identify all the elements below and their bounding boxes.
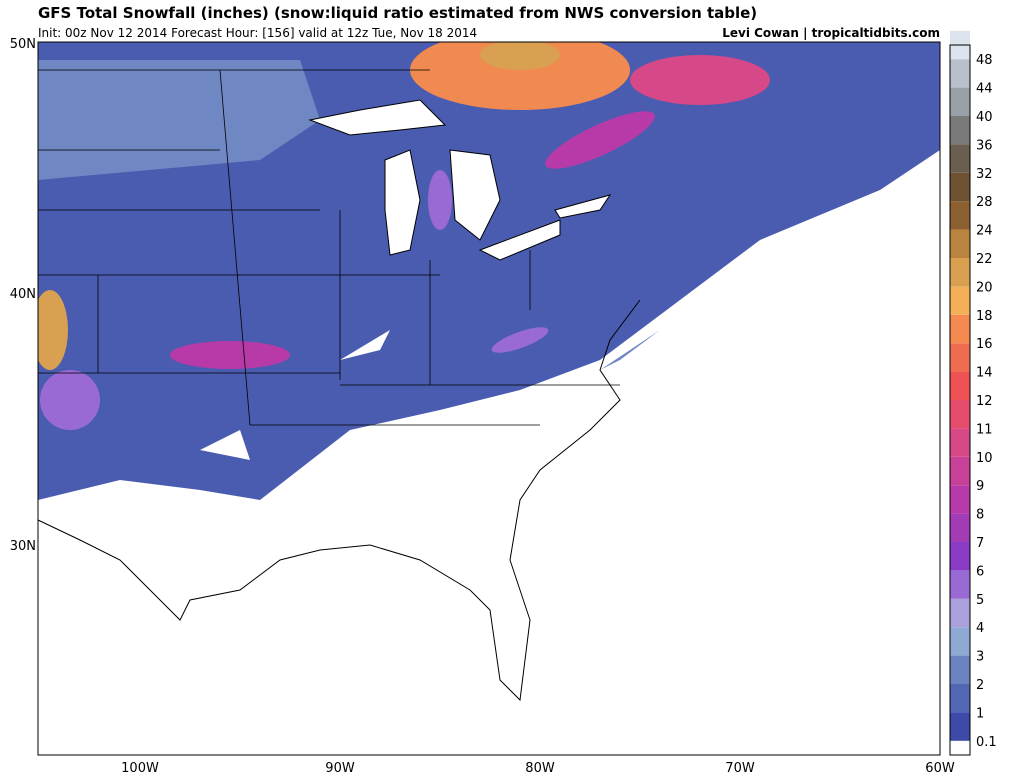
colorbar-cell [950, 684, 970, 713]
colorbar-cell [950, 258, 970, 287]
colorbar-label: 12 [976, 394, 993, 409]
axis-labels: 50N 40N 30N 100W 90W 80W 70W 60W [10, 37, 955, 776]
colorbar-cell [950, 87, 970, 116]
colorbar-label: 11 [976, 422, 993, 437]
colorbar-cell [950, 513, 970, 542]
map-frame [37, 41, 941, 756]
colorbar-label: 40 [976, 110, 993, 125]
colorbar-frame [949, 44, 971, 756]
colorbar-cell [950, 456, 970, 486]
colorbar-label: 10 [976, 451, 993, 466]
colorbar-label: 8 [976, 508, 984, 523]
colorbar-label: 3 [976, 650, 984, 665]
colorbar-label: 28 [976, 195, 993, 210]
colorbar-label: 16 [976, 337, 993, 352]
colorbar-label: 48 [976, 53, 993, 68]
colorbar-label: 1 [976, 706, 984, 721]
lat-label: 50N [10, 37, 36, 52]
lon-label: 70W [725, 761, 755, 776]
colorbar: 0.11234567891011121416182022242832364044… [949, 30, 997, 756]
colorbar-cell [950, 485, 970, 514]
lakes [308, 99, 612, 261]
colorbar-cell [950, 201, 970, 230]
colorbar-cell [950, 570, 970, 599]
borders [38, 69, 620, 426]
map [37, 41, 941, 756]
lon-label: 80W [525, 761, 555, 776]
colorbar-label: 18 [976, 309, 993, 324]
colorbar-label: 4 [976, 621, 984, 636]
coastline [37, 299, 641, 702]
colorbar-cell [950, 286, 970, 315]
colorbar-cell [950, 314, 970, 344]
colorbar-cell [950, 542, 970, 571]
colorbar-cell [950, 172, 970, 202]
colorbar-cell [950, 627, 970, 656]
colorbar-label: 2 [976, 678, 984, 693]
colorbar-cell [950, 229, 970, 258]
colorbar-cell [950, 343, 970, 372]
lat-label: 40N [10, 287, 36, 302]
colorbar-cell [950, 655, 970, 684]
colorbar-label: 36 [976, 138, 993, 153]
colorbar-label: 24 [976, 224, 993, 239]
colorbar-label: 14 [976, 366, 993, 381]
colorbar-cell [950, 116, 970, 145]
subtitle: Init: 00z Nov 12 2014 Forecast Hour: [15… [38, 26, 477, 40]
colorbar-label: 7 [976, 536, 984, 551]
colorbar-below [950, 740, 970, 755]
colorbar-cell [950, 712, 970, 741]
colorbar-label: 44 [976, 82, 993, 97]
colorbar-cell [950, 144, 970, 173]
title: GFS Total Snowfall (inches) (snow:liquid… [38, 4, 757, 22]
colorbar-cell [950, 428, 970, 457]
colorbar-label: 9 [976, 479, 984, 494]
colorbar-label: 0.1 [976, 735, 997, 750]
colorbar-label: 5 [976, 593, 984, 608]
colorbar-cell [950, 59, 970, 88]
colorbar-cell [950, 400, 970, 429]
lat-label: 30N [10, 539, 36, 554]
colorbar-cell [950, 598, 970, 628]
credit: Levi Cowan | tropicaltidbits.com [722, 26, 940, 40]
colorbar-label: 6 [976, 564, 984, 579]
lon-label: 100W [121, 761, 159, 776]
lon-label: 60W [925, 761, 955, 776]
colorbar-label: 20 [976, 280, 993, 295]
colorbar-label: 32 [976, 167, 993, 182]
colorbar-cell [950, 371, 970, 400]
lon-label: 90W [325, 761, 355, 776]
colorbar-label: 22 [976, 252, 993, 267]
